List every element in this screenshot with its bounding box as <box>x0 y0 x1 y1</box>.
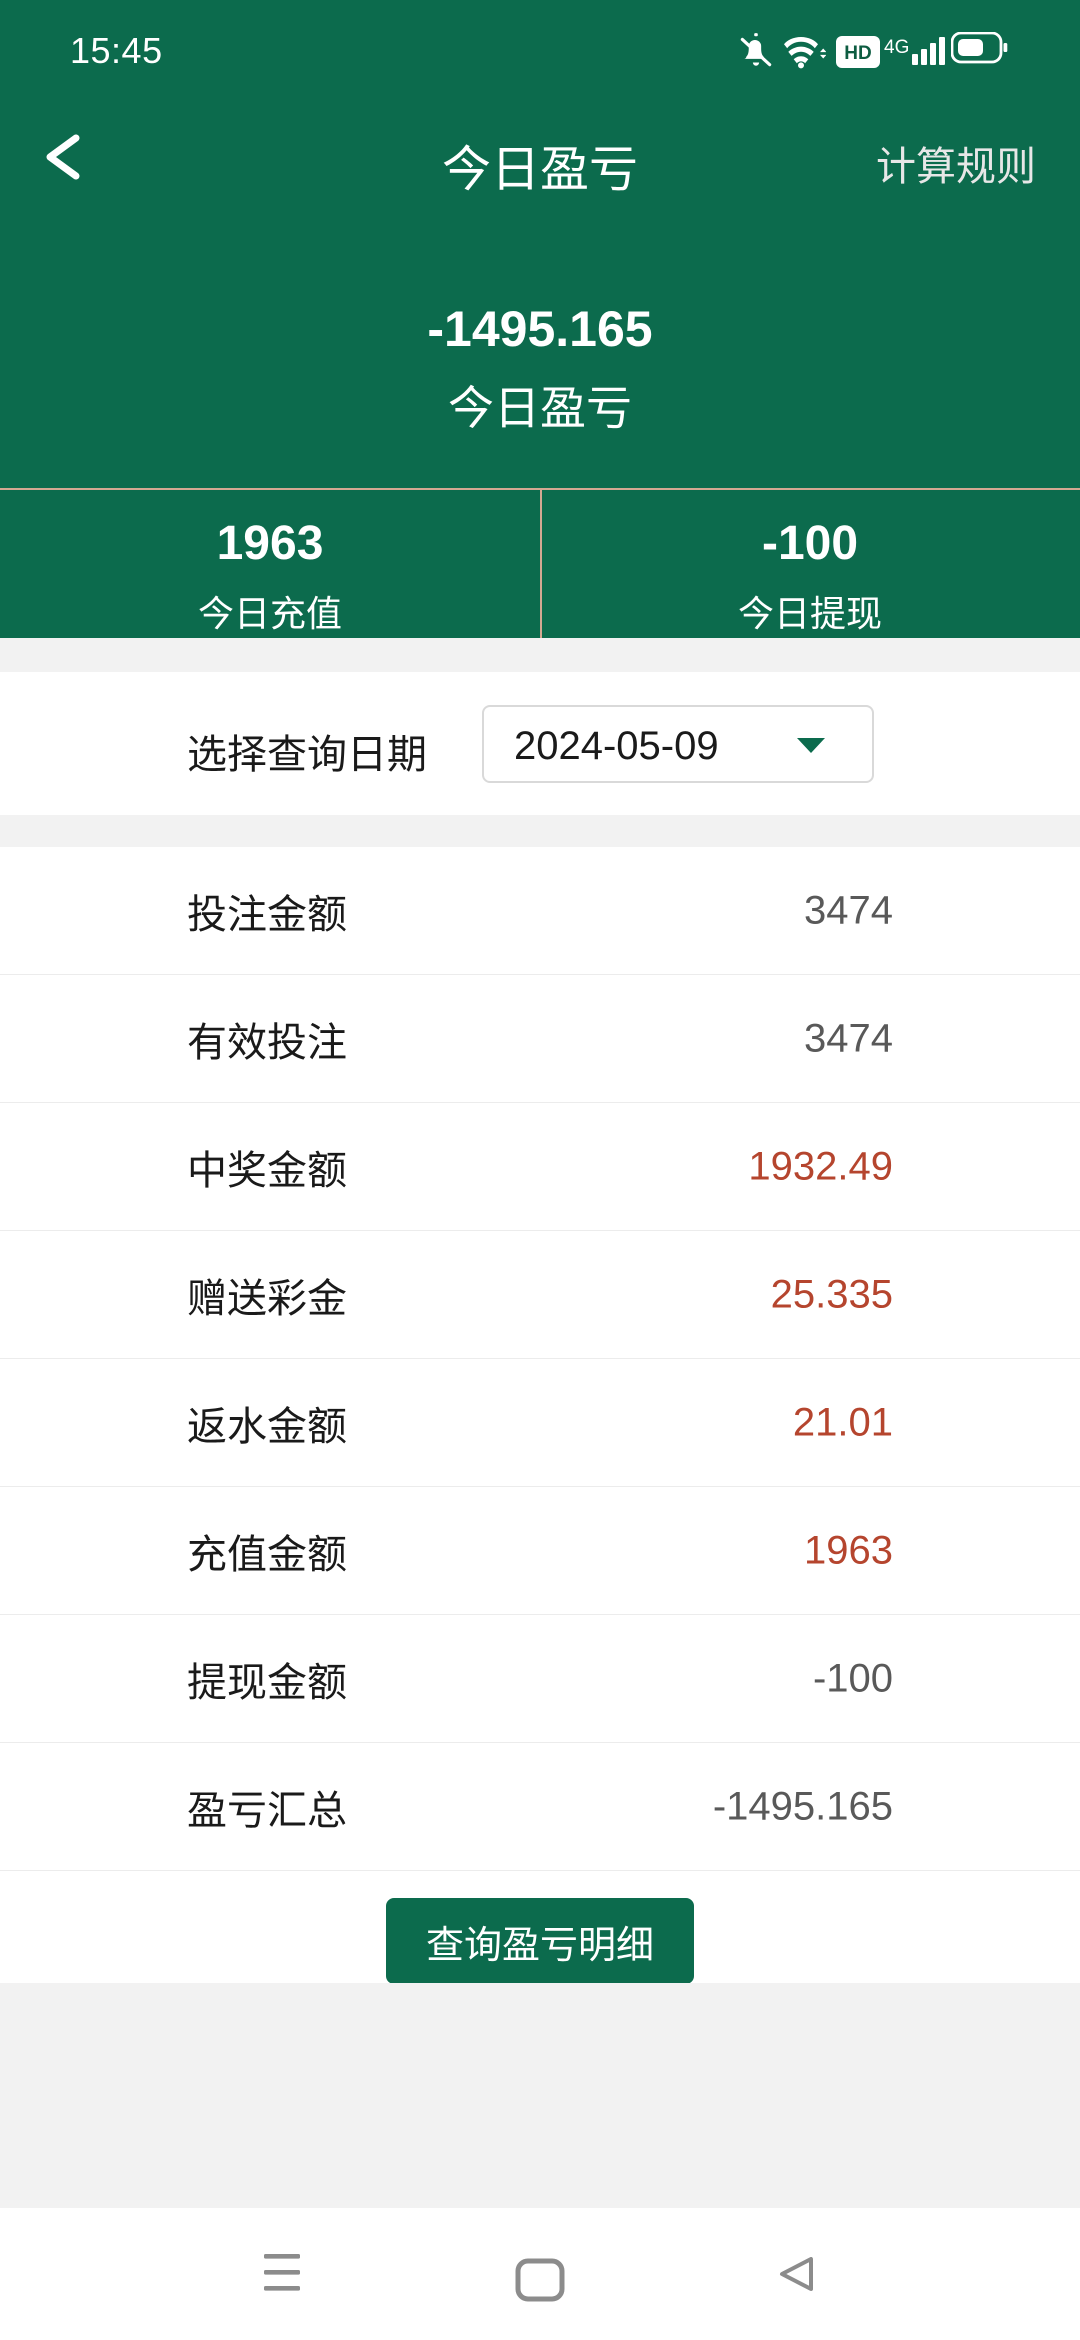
svg-text:4G: 4G <box>884 37 909 58</box>
svg-text:HD: HD <box>844 43 871 64</box>
